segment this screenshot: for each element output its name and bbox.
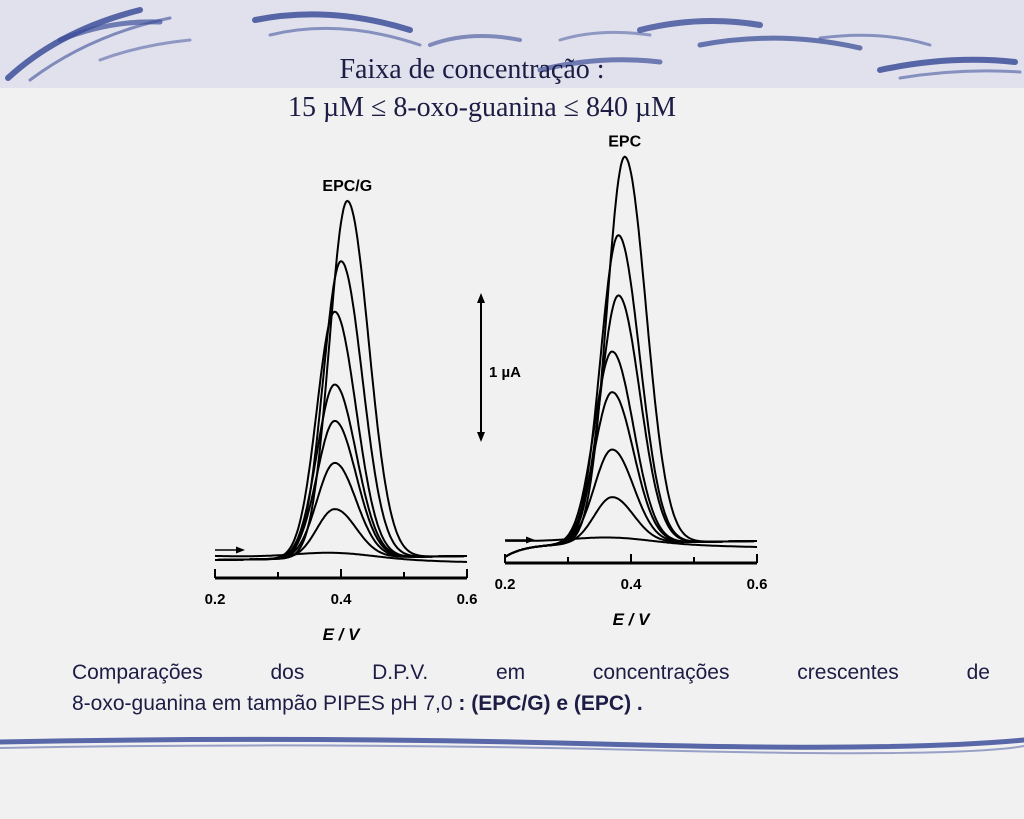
chart-label: EPC: [608, 135, 641, 151]
slide-title-line-2: 15 µM ≤ 8-oxo-guanina ≤ 840 µM: [287, 92, 677, 123]
dpv-trace: [504, 294, 757, 558]
caption-word: Comparações: [72, 661, 203, 684]
caption-line-2-plain: 8-oxo-guanina em tampão PIPES pH 7,0: [72, 692, 459, 715]
dpv-trace: [215, 199, 467, 561]
scan-direction-arrowhead: [236, 546, 245, 554]
scale-bar-label: 1 µA: [489, 364, 521, 381]
x-tick-label: 0.2: [495, 576, 516, 593]
x-tick-label: 0.2: [205, 591, 226, 608]
dpv-trace: [214, 551, 468, 563]
caption-word: de: [966, 661, 990, 684]
dpv-trace: [215, 419, 467, 561]
dpv-trace: [215, 383, 467, 561]
caption-word: crescentes: [797, 661, 899, 684]
dpv-trace: [215, 260, 467, 561]
caption-line-1: Comparações dos D.P.V. em concentrações cresc…: [72, 657, 990, 688]
caption-word: concentrações: [592, 661, 730, 684]
x-tick-label: 0.6: [747, 576, 768, 593]
chart-label: EPC/G: [322, 178, 372, 195]
caption-word: dos: [270, 661, 305, 684]
dpv-trace: [215, 310, 467, 561]
x-axis-label: E / V: [323, 625, 362, 644]
x-tick-label: 0.4: [621, 576, 643, 593]
figure-caption: Comparações dos D.P.V. em concentrações cresc…: [72, 657, 990, 719]
current-scale-bar: [477, 293, 485, 442]
caption-word: em: [495, 661, 526, 684]
dpv-trace: [504, 234, 757, 558]
x-tick-label: 0.6: [457, 591, 478, 608]
caption-word: D.P.V.: [372, 661, 429, 684]
caption-line-2: 8-oxo-guanina em tampão PIPES pH 7,0 : (…: [72, 688, 990, 719]
dpv-trace: [504, 496, 757, 558]
caption-line-2-bold: : (EPC/G) e (EPC) .: [458, 692, 643, 715]
chart-epc: 0.2 0.4 0.6 E / V EPC: [495, 135, 768, 629]
x-tick-label: 0.4: [331, 591, 353, 608]
dpv-trace: [504, 350, 757, 558]
chart-epc-g: 0.2 0.4 0.6 E / V EPC/G: [205, 178, 478, 644]
dpv-trace: [504, 155, 757, 558]
x-axis-label: E / V: [613, 610, 652, 629]
slide-title-line-1: Faixa de concentração :: [339, 54, 605, 85]
dpv-trace: [505, 536, 757, 548]
